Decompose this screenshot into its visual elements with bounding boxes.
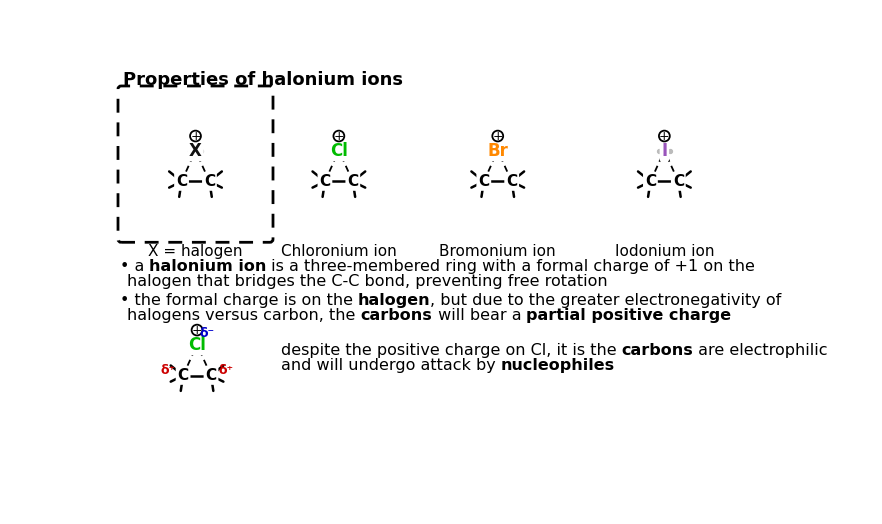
Text: I: I [662, 141, 668, 160]
Text: are electrophilic: are electrophilic [693, 343, 827, 358]
Text: C: C [206, 368, 217, 383]
Text: C: C [177, 368, 189, 383]
Text: C: C [478, 174, 490, 189]
Text: halonium ion: halonium ion [149, 259, 266, 274]
Text: C: C [506, 174, 517, 189]
Text: Br: Br [488, 141, 508, 160]
Text: δ⁺: δ⁺ [219, 364, 234, 377]
Text: Cl: Cl [188, 336, 206, 354]
Text: nucleophiles: nucleophiles [501, 358, 615, 373]
Text: halogens versus carbon, the: halogens versus carbon, the [127, 308, 361, 323]
FancyBboxPatch shape [118, 86, 273, 242]
Text: Bromonium ion: Bromonium ion [439, 244, 556, 259]
Text: +: + [191, 129, 201, 143]
Text: Properties of halonium ions: Properties of halonium ions [123, 71, 403, 90]
Text: • a: • a [120, 259, 149, 274]
Text: +: + [659, 129, 669, 143]
Text: halogen: halogen [358, 293, 430, 308]
Text: is a three-membered ring with a formal charge of +1 on the: is a three-membered ring with a formal c… [266, 259, 755, 274]
Text: C: C [673, 174, 684, 189]
Text: C: C [645, 174, 656, 189]
Text: C: C [204, 174, 215, 189]
Text: Chloronium ion: Chloronium ion [281, 244, 397, 259]
Text: and will undergo attack by: and will undergo attack by [280, 358, 501, 373]
Text: partial positive charge: partial positive charge [527, 308, 731, 323]
Text: +: + [333, 129, 344, 143]
Text: C: C [176, 174, 187, 189]
Text: carbons: carbons [622, 343, 693, 358]
Text: carbons: carbons [361, 308, 432, 323]
Text: X: X [189, 141, 202, 160]
Text: will bear a: will bear a [432, 308, 527, 323]
Text: +: + [492, 129, 503, 143]
Text: C: C [348, 174, 358, 189]
Text: Iodonium ion: Iodonium ion [615, 244, 714, 259]
Text: X = halogen: X = halogen [148, 244, 243, 259]
Text: , but due to the greater electronegativity of: , but due to the greater electronegativi… [430, 293, 781, 308]
Text: Cl: Cl [330, 141, 348, 160]
Text: δ⁺: δ⁺ [160, 364, 176, 377]
Text: δ⁻: δ⁻ [199, 328, 214, 341]
Text: halogen that bridges the C-C bond, preventing free rotation: halogen that bridges the C-C bond, preve… [127, 274, 608, 289]
Text: +: + [191, 324, 202, 336]
Text: C: C [319, 174, 331, 189]
Text: • the formal charge is on the: • the formal charge is on the [120, 293, 358, 308]
Text: despite the positive charge on Cl, it is the: despite the positive charge on Cl, it is… [280, 343, 622, 358]
